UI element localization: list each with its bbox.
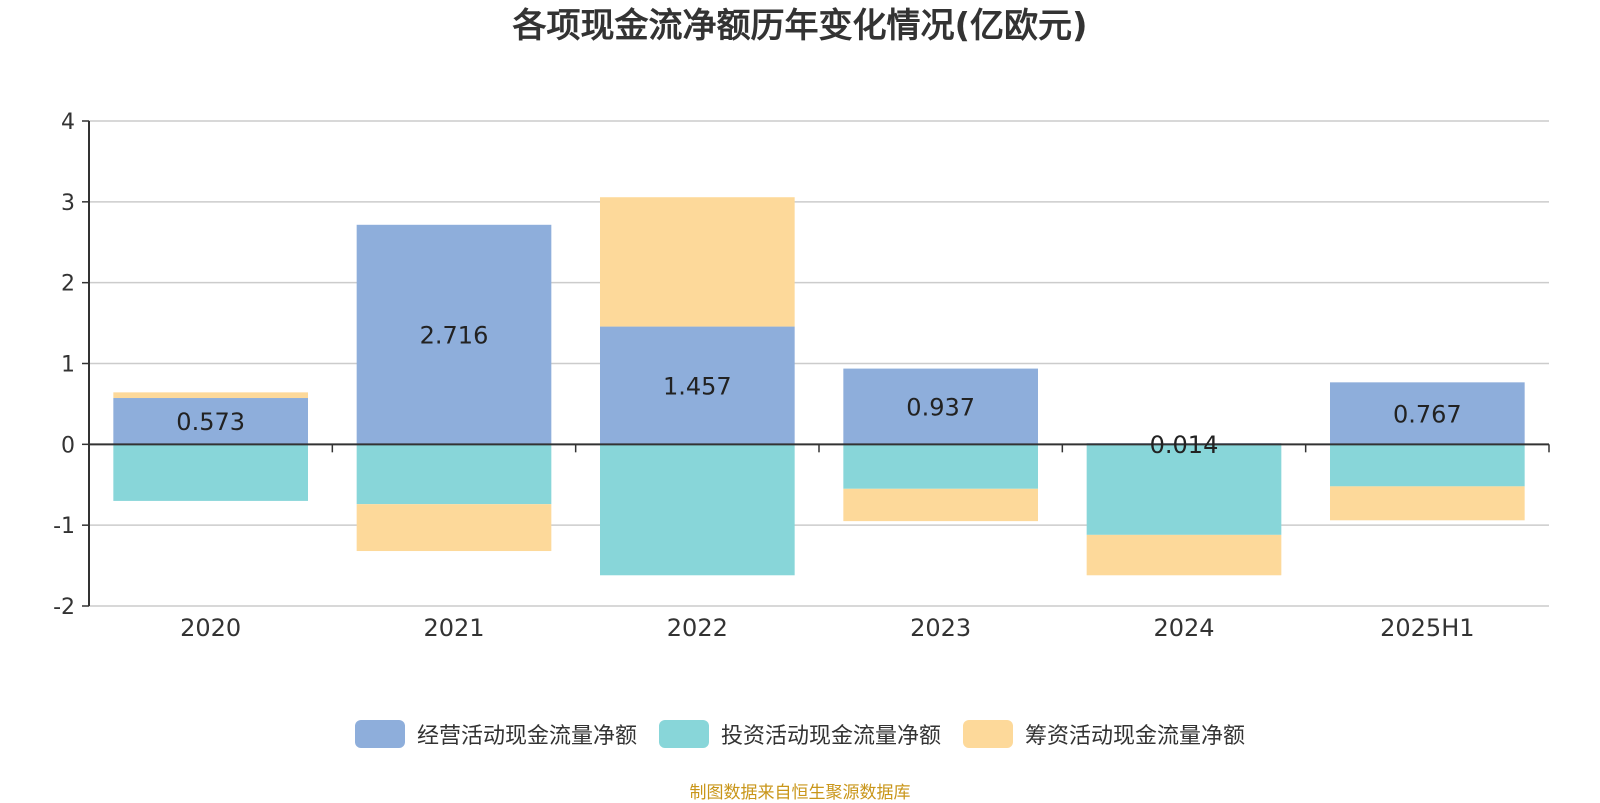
- bar-segment: [1330, 486, 1525, 521]
- bar-segment: [843, 444, 1038, 489]
- bar-segment: [600, 197, 795, 327]
- bar-segment: [113, 392, 308, 399]
- x-tick-label: 2020: [180, 614, 241, 642]
- y-tick-label: -1: [53, 514, 75, 539]
- y-tick-label: 0: [61, 433, 75, 458]
- y-tick-label: 4: [61, 110, 75, 135]
- x-tick-label: 2021: [423, 614, 484, 642]
- bar-segment: [1086, 444, 1282, 535]
- legend-item[interactable]: 投资活动现金流量净额: [658, 718, 941, 750]
- x-tick-label: 2022: [667, 614, 728, 642]
- bar-segment: [113, 444, 308, 501]
- bar-segment: [600, 444, 795, 576]
- x-tick-label: 2023: [910, 614, 971, 642]
- y-tick-label: -2: [53, 595, 75, 620]
- y-tick-label: 3: [61, 191, 75, 216]
- source-note: 制图数据来自恒生聚源数据库: [689, 783, 911, 803]
- bar-segment: [356, 444, 552, 505]
- data-label: 2.716: [420, 322, 489, 350]
- legend-label: 投资活动现金流量净额: [720, 724, 941, 749]
- bar-segment: [1330, 444, 1525, 487]
- data-label: 1.457: [663, 372, 732, 400]
- bar-segment: [356, 224, 552, 445]
- data-label: 0.937: [906, 393, 975, 421]
- bar-segment: [113, 398, 308, 445]
- legend-swatch: [963, 720, 1013, 748]
- bar-segment: [600, 326, 795, 445]
- legend-swatch: [354, 720, 405, 748]
- chart-plot: -2 -1 0 1 2 3 4 2020 2021 2022 2023 2024 2025H1 0.573…: [53, 110, 1550, 642]
- y-tick-label: 2: [61, 272, 75, 297]
- y-tick-label: 1: [61, 353, 75, 378]
- x-tick-label: 2025H1: [1380, 614, 1474, 642]
- x-tick-label: 2024: [1153, 614, 1214, 642]
- bar-segment: [1086, 534, 1282, 576]
- legend-label: 筹资活动现金流量净额: [1025, 724, 1246, 749]
- bar-segment: [1330, 382, 1525, 445]
- data-label: 0.573: [176, 408, 245, 436]
- data-label: 0.014: [1150, 431, 1219, 459]
- chart-title: 各项现金流净额历年变化情况(亿欧元): [512, 6, 1088, 46]
- bar-segment: [843, 488, 1038, 522]
- legend-item[interactable]: 经营活动现金流量净额: [354, 718, 637, 750]
- data-label: 0.767: [1393, 400, 1462, 428]
- bar-segment: [356, 504, 552, 552]
- legend-item[interactable]: 筹资活动现金流量净额: [963, 718, 1245, 750]
- legend: 经营活动现金流量净额 投资活动现金流量净额 筹资活动现金流量净额: [0, 718, 1600, 750]
- bar-segment: [843, 368, 1038, 445]
- legend-label: 经营活动现金流量净额: [416, 724, 637, 749]
- legend-swatch: [658, 720, 709, 748]
